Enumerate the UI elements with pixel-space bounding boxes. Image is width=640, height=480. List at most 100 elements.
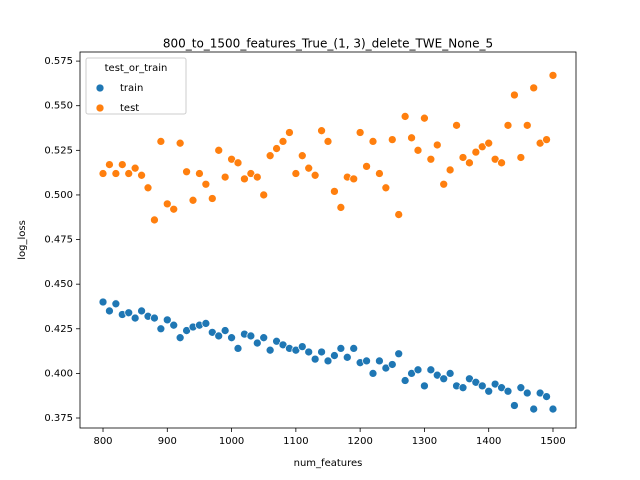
point: [111, 299, 121, 309]
point: [195, 169, 204, 178]
point: [529, 83, 539, 93]
y-tick-label: 0.500: [44, 190, 73, 201]
point: [220, 172, 230, 182]
point: [439, 179, 449, 189]
point: [445, 165, 455, 175]
legend-marker: [95, 103, 105, 113]
point: [445, 369, 455, 378]
legend-box: [85, 57, 187, 115]
point: [452, 120, 461, 130]
point: [105, 306, 114, 316]
point: [317, 347, 326, 357]
point: [516, 383, 526, 393]
point: [548, 71, 558, 80]
point: [465, 158, 474, 168]
point: [137, 170, 146, 180]
point: [471, 147, 481, 157]
y-tick-label: 0.475: [44, 235, 73, 246]
point: [529, 404, 539, 414]
point: [426, 365, 436, 375]
point: [214, 145, 224, 155]
y-tick-label: 0.375: [44, 413, 73, 424]
point: [542, 135, 551, 144]
point: [400, 376, 410, 385]
point: [201, 319, 211, 328]
point: [233, 344, 243, 353]
point: [330, 351, 339, 360]
point: [150, 215, 159, 225]
x-tick-label: 800: [93, 436, 112, 447]
point: [400, 112, 410, 121]
point: [259, 190, 269, 200]
x-tick-label: 1400: [476, 436, 501, 447]
x-tick-label: 1000: [219, 436, 244, 447]
point: [259, 333, 269, 343]
point: [503, 120, 513, 130]
point: [156, 137, 166, 146]
point: [150, 313, 159, 323]
point: [130, 163, 140, 173]
point: [349, 344, 359, 353]
point: [387, 360, 397, 369]
point: [265, 151, 275, 161]
point: [156, 324, 166, 334]
y-tick-label: 0.550: [44, 101, 73, 112]
point: [182, 167, 191, 177]
point: [426, 154, 436, 164]
point: [458, 383, 468, 393]
x-tick-label: 1300: [412, 436, 437, 447]
point: [548, 404, 558, 414]
point: [368, 369, 378, 378]
point: [439, 374, 449, 384]
x-tick-label: 1200: [347, 436, 372, 447]
point: [304, 163, 314, 173]
point: [375, 356, 384, 366]
point: [336, 344, 346, 353]
point: [143, 183, 153, 193]
point: [394, 349, 404, 359]
point: [317, 126, 326, 136]
y-tick-label: 0.450: [44, 279, 73, 290]
point: [175, 333, 185, 343]
point: [458, 153, 468, 162]
point: [432, 140, 442, 150]
point: [516, 153, 526, 162]
legend-label: train: [120, 83, 143, 94]
point: [484, 138, 494, 148]
y-tick-label: 0.425: [44, 324, 73, 335]
y-tick-label: 0.400: [44, 368, 73, 379]
point: [240, 174, 249, 184]
point: [330, 187, 339, 196]
point: [162, 315, 172, 325]
point: [117, 160, 127, 169]
plot-frame: [79, 51, 577, 429]
point: [297, 342, 307, 351]
point: [355, 128, 365, 137]
point: [420, 113, 429, 123]
x-tick-label: 1100: [283, 436, 308, 447]
point: [368, 137, 378, 146]
x-axis-label: num_features: [294, 458, 363, 469]
point: [522, 388, 532, 398]
x-tick-label: 1500: [540, 436, 565, 447]
point: [323, 356, 333, 366]
point: [375, 169, 384, 178]
point: [477, 381, 487, 391]
point: [201, 179, 211, 189]
point: [381, 183, 391, 193]
point: [510, 401, 519, 410]
point: [362, 356, 371, 366]
y-axis-label: log_loss: [17, 220, 28, 260]
point: [188, 195, 198, 205]
point: [207, 194, 217, 203]
point: [130, 313, 140, 323]
x-tick-label: 900: [158, 436, 177, 447]
point: [310, 170, 320, 180]
chart-title: 800_to_1500_features_True_(1, 3)_delete_…: [163, 37, 493, 51]
point: [285, 128, 294, 137]
point: [323, 137, 333, 146]
point: [342, 352, 352, 362]
point: [336, 203, 346, 212]
point: [105, 160, 114, 169]
point: [304, 347, 314, 357]
